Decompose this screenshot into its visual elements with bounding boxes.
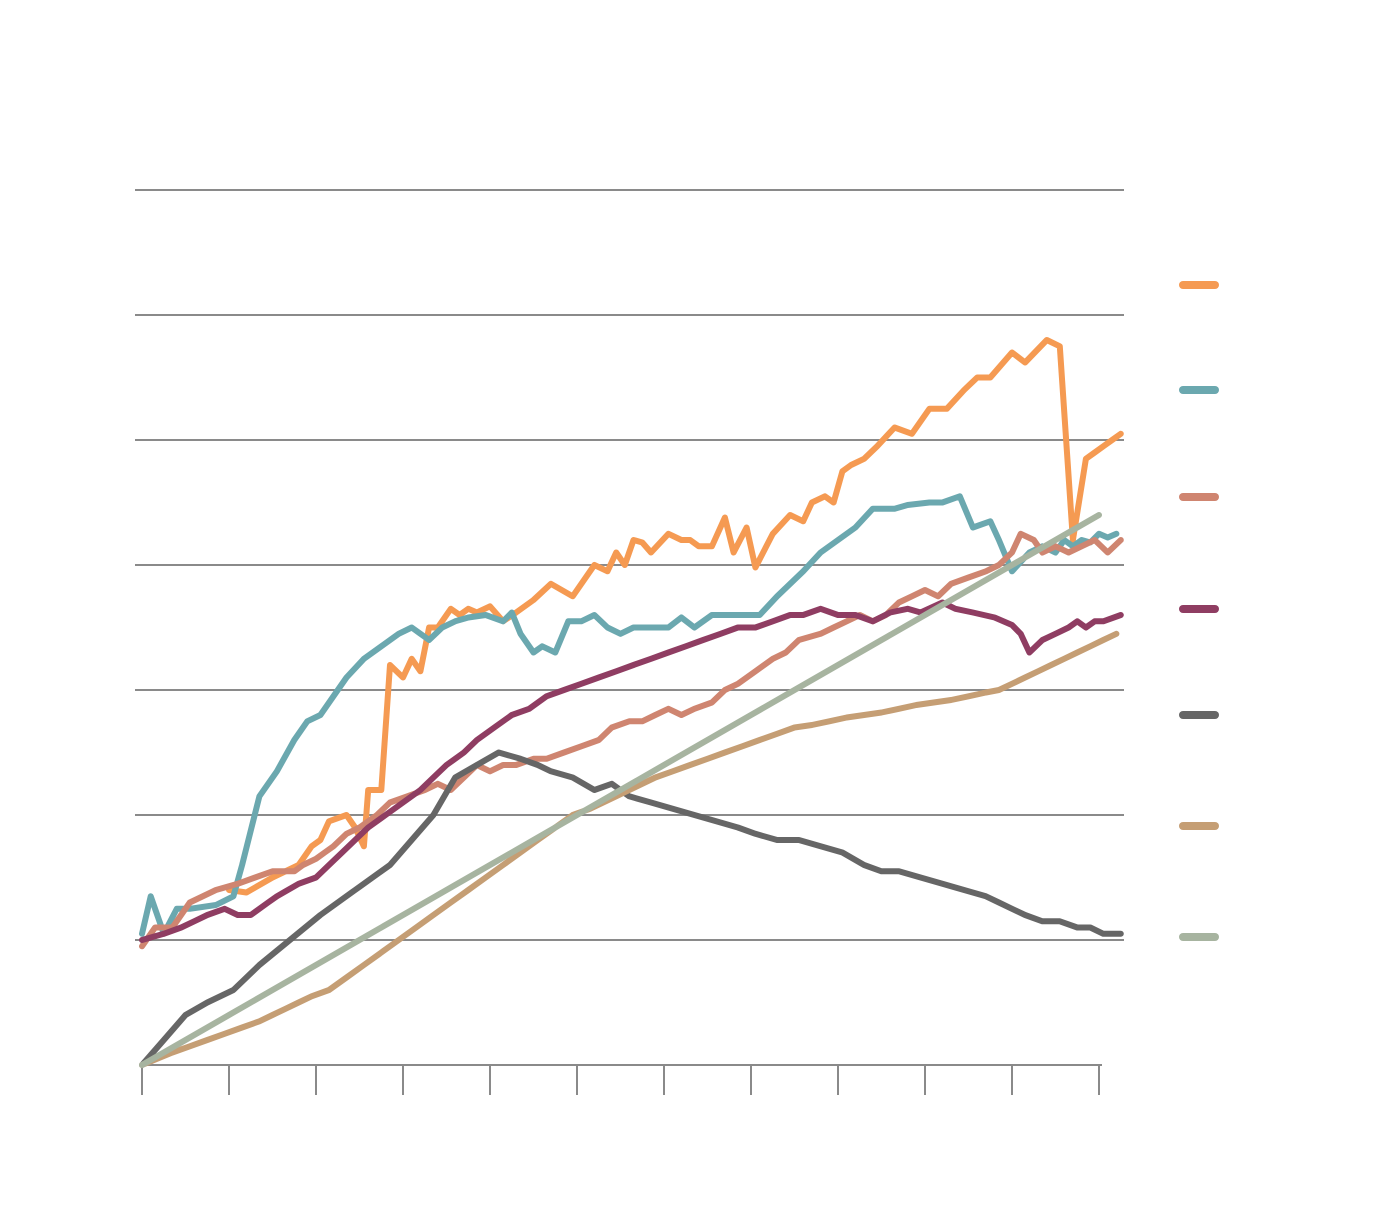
series-line-3 <box>139 530 1124 950</box>
series-line-1 <box>226 337 1124 896</box>
gridlines <box>135 189 1124 941</box>
x-axis <box>141 1064 1102 1095</box>
series-line-7 <box>139 512 1102 1068</box>
series-lines <box>139 337 1124 1068</box>
series-line-2 <box>139 493 1120 937</box>
series-line-5 <box>139 749 1124 1068</box>
series-line-4 <box>139 599 1124 943</box>
series-line-6 <box>139 630 1120 1068</box>
legend <box>1179 281 1219 941</box>
